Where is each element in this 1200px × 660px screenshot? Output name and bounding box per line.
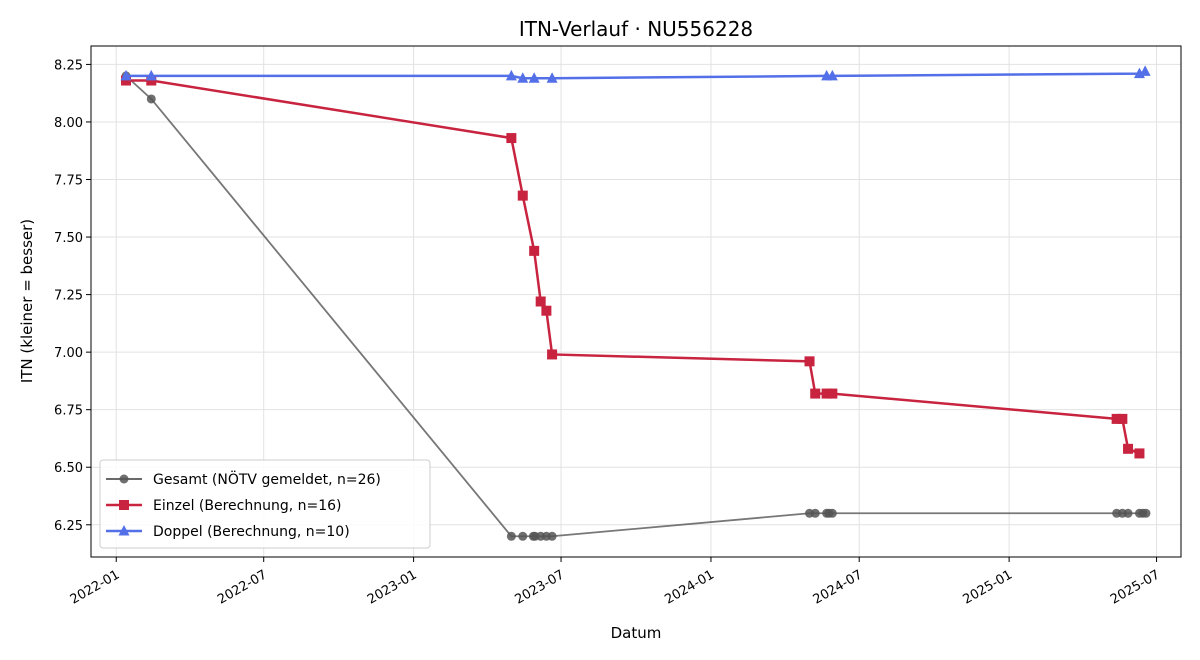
- data-point: [517, 190, 528, 201]
- data-point: [1117, 413, 1128, 424]
- x-tick-label: 2023-01: [365, 567, 420, 607]
- y-tick-label: 7.50: [54, 231, 83, 246]
- data-point: [804, 356, 815, 367]
- data-point: [121, 75, 132, 86]
- y-tick-label: 6.50: [54, 461, 83, 476]
- y-tick-label: 7.75: [54, 174, 83, 189]
- y-axis-label: ITN (kleiner = besser): [18, 219, 36, 383]
- x-axis: 2022-01 2022-07 2023-01 2023-07 2024-01 2024-…: [68, 557, 1163, 608]
- data-point: [547, 531, 557, 541]
- data-point: [518, 531, 528, 541]
- data-point: [1111, 413, 1122, 424]
- y-tick-label: 8.25: [54, 58, 83, 73]
- legend-marker: [119, 500, 129, 510]
- y-tick-label: 6.75: [54, 404, 83, 419]
- data-point: [810, 508, 820, 518]
- legend: Gesamt (NÖTV gemeldet, n=26) Einzel (Bere…: [99, 459, 431, 549]
- x-tick-label: 2022-07: [215, 567, 270, 607]
- legend-label: Gesamt (NÖTV gemeldet, n=26): [153, 470, 381, 488]
- data-point: [528, 72, 540, 83]
- plot-frame: [90, 45, 1182, 558]
- x-tick-label: 2023-07: [513, 567, 568, 607]
- x-axis-label: Datum: [611, 624, 662, 642]
- legend-marker: [119, 474, 129, 484]
- series-2: [121, 75, 1145, 459]
- data-point: [810, 388, 821, 399]
- data-point: [120, 69, 132, 81]
- chart-title: ITN-Verlauf · NU556228: [519, 17, 753, 41]
- data-point: [535, 296, 546, 307]
- series-layer: [120, 65, 1151, 541]
- x-tick-label: 2022-01: [68, 567, 123, 607]
- grid: [91, 46, 1181, 557]
- y-axis: 6.25 6.50 6.75 7.00 7.25 7.50 7.75 8.00 8.25: [54, 58, 91, 534]
- series-1: [121, 71, 1151, 541]
- series-line: [126, 79, 1140, 455]
- data-point: [145, 69, 157, 81]
- series-line: [126, 70, 1146, 80]
- x-tick-label: 2024-01: [662, 567, 717, 607]
- data-point: [506, 531, 516, 541]
- data-point: [529, 245, 540, 256]
- y-tick-label: 7.25: [54, 289, 83, 304]
- data-point: [541, 305, 552, 316]
- y-tick-label: 8.00: [54, 116, 83, 131]
- data-point: [146, 94, 156, 104]
- data-point: [827, 508, 837, 518]
- legend-box: [99, 459, 431, 549]
- data-point: [1139, 65, 1151, 76]
- data-point: [505, 69, 517, 81]
- data-point: [821, 388, 832, 399]
- data-point: [1123, 508, 1133, 518]
- data-point: [146, 75, 157, 86]
- data-point: [1123, 443, 1134, 454]
- x-tick-label: 2024-07: [811, 567, 866, 607]
- data-point: [517, 72, 529, 83]
- data-point: [1134, 448, 1145, 459]
- data-point: [546, 72, 558, 83]
- legend-label: Doppel (Berechnung, n=10): [153, 524, 350, 540]
- y-tick-label: 7.00: [54, 346, 83, 361]
- data-point: [547, 349, 558, 360]
- series-3: [120, 65, 1151, 83]
- x-tick-label: 2025-07: [1108, 567, 1163, 607]
- data-point: [1141, 508, 1151, 518]
- legend-marker: [118, 525, 130, 536]
- y-tick-label: 6.25: [54, 519, 83, 534]
- legend-label: Einzel (Berechnung, n=16): [153, 498, 342, 514]
- data-point: [826, 69, 838, 81]
- x-tick-label: 2025-01: [961, 567, 1016, 607]
- data-point: [827, 388, 838, 399]
- data-point: [506, 133, 517, 144]
